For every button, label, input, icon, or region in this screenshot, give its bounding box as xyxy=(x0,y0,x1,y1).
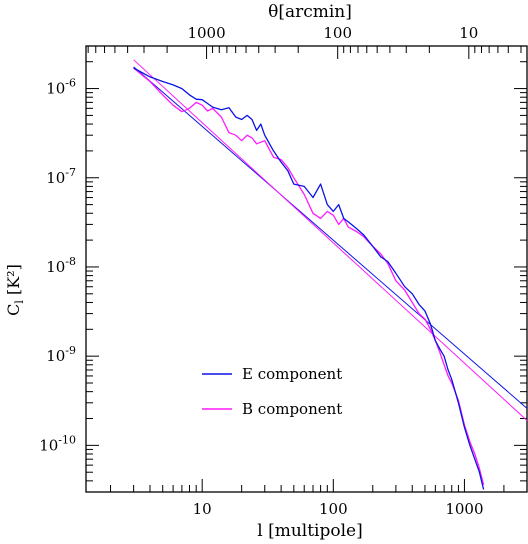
top-axis-label: θ[arcmin] xyxy=(268,2,352,22)
y-tick-label: 10-8 xyxy=(46,255,76,276)
series-layer xyxy=(133,67,485,490)
top-tick-label: 1000 xyxy=(187,24,225,42)
x-tick-label: 10 xyxy=(193,500,212,518)
reference-lines-layer xyxy=(133,59,528,421)
y-tick-label: 10-7 xyxy=(46,166,76,187)
y-axis-label: Cl [K²] xyxy=(4,264,26,316)
y-axis-label-main: C xyxy=(4,304,23,316)
top-tick-label: 10 xyxy=(459,24,478,42)
y-tick-label: 10-10 xyxy=(39,433,76,454)
y-tick-label: 10-6 xyxy=(46,77,76,98)
x-tick-label: 100 xyxy=(319,500,348,518)
reference-line-e xyxy=(133,66,528,409)
series-line-b xyxy=(133,67,485,486)
svg-text:Cl[K²]: Cl [K²] xyxy=(4,264,26,316)
x-tick-label: 1000 xyxy=(445,500,483,518)
legend-e-label: E component xyxy=(242,365,342,383)
y-tick-label: 10-9 xyxy=(46,344,76,365)
plot-frame xyxy=(85,45,528,493)
series-line-e xyxy=(133,67,485,490)
x-axis-label: l [multipole] xyxy=(257,521,363,541)
ticks-layer: 10 100 1000 1000 100 10 10-6 10-7 10-8 10-9 10-10 xyxy=(39,24,528,518)
reference-line-b xyxy=(133,59,528,421)
y-axis-label-sub: l xyxy=(13,300,26,304)
top-tick-label: 100 xyxy=(323,24,352,42)
legend: E component B component xyxy=(202,365,342,418)
y-axis-label-unit: [K²] xyxy=(4,264,23,295)
legend-b-label: B component xyxy=(242,400,342,418)
